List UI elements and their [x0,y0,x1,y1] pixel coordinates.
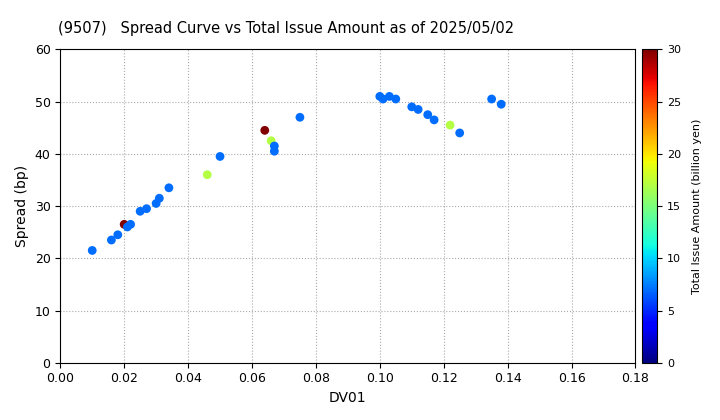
Point [153,195,165,202]
Point [454,130,465,136]
Point [163,184,175,191]
Point [259,127,271,134]
Point [202,171,213,178]
Point [486,96,498,102]
Point [495,101,507,108]
Point [384,93,395,100]
Y-axis label: Total Issue Amount (billion yen): Total Issue Amount (billion yen) [692,118,702,294]
Point [377,96,389,102]
Point [150,200,162,207]
Point [141,205,153,212]
Point [294,114,306,121]
Point [422,111,433,118]
Point [406,103,418,110]
Point [215,153,226,160]
Point [135,208,146,215]
Point [444,122,456,129]
Point [112,231,124,238]
Point [106,236,117,243]
Point [428,116,440,123]
Point [269,143,280,150]
Point [118,221,130,228]
Text: (9507)   Spread Curve vs Total Issue Amount as of 2025/05/02: (9507) Spread Curve vs Total Issue Amoun… [58,21,514,36]
Point [390,96,402,102]
Point [86,247,98,254]
Point [122,223,133,230]
Point [374,93,386,100]
Y-axis label: Spread (bp): Spread (bp) [15,165,29,247]
X-axis label: DV01: DV01 [329,391,366,405]
Point [413,106,424,113]
Point [266,137,277,144]
Point [269,148,280,155]
Point [125,221,136,228]
